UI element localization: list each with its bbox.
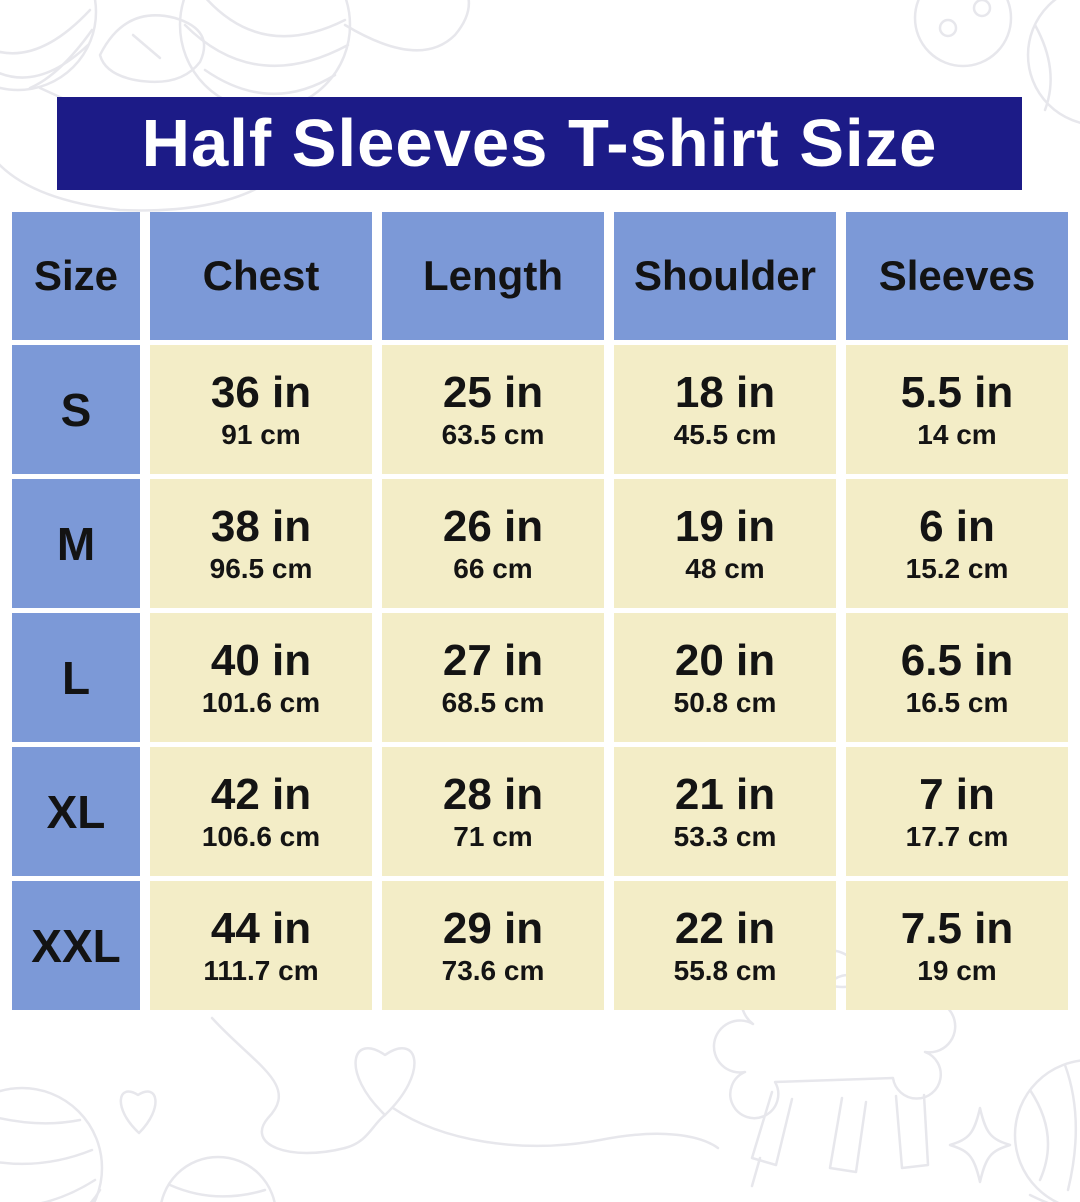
value-centimeters: 19 cm [917,954,997,986]
value-centimeters: 101.6 cm [201,686,321,718]
value-inches: 36 in [210,367,312,417]
value-centimeters: 66 cm [453,552,533,584]
yarn-ball-icon [0,1086,104,1202]
value-centimeters: 106.6 cm [201,820,321,852]
value-inches: 29 in [442,903,544,953]
cell-m-chest: 38 in 96.5 cm [150,479,372,608]
row-label-s: S [12,345,140,474]
column-header-chest: Chest [150,212,372,340]
value-centimeters: 68.5 cm [441,686,545,718]
value-inches: 7 in [919,769,995,819]
value-inches: 18 in [674,367,776,417]
yarn-ball-icon [160,1155,276,1202]
sparkle-icon [948,1106,1012,1184]
column-header-size: Size [12,212,140,340]
cell-xxl-length: 29 in 73.6 cm [382,881,604,1010]
value-inches: 28 in [442,769,544,819]
cell-m-length: 26 in 66 cm [382,479,604,608]
size-table: Size Chest Length Shoulder Sleeves S 36 … [12,212,1068,1010]
cell-s-sleeves: 5.5 in 14 cm [846,345,1068,474]
cell-xxl-chest: 44 in 111.7 cm [150,881,372,1010]
value-centimeters: 16.5 cm [905,686,1009,718]
value-inches: 5.5 in [900,367,1014,417]
value-inches: 26 in [442,501,544,551]
value-centimeters: 15.2 cm [905,552,1009,584]
value-centimeters: 14 cm [917,418,997,450]
row-label-l: L [12,613,140,742]
value-inches: 44 in [210,903,312,953]
cell-xxl-shoulder: 22 in 55.8 cm [614,881,836,1010]
heart-icon [119,1090,157,1135]
value-inches: 27 in [442,635,544,685]
button-icon [913,0,1013,68]
page-title: Half Sleeves T-shirt Size [141,106,938,181]
thread-heart-loop-icon [210,1016,720,1155]
value-inches: 38 in [210,501,312,551]
value-centimeters: 63.5 cm [441,418,545,450]
value-centimeters: 71 cm [453,820,533,852]
cell-xl-shoulder: 21 in 53.3 cm [614,747,836,876]
value-centimeters: 55.8 cm [673,954,777,986]
value-centimeters: 48 cm [685,552,765,584]
value-centimeters: 53.3 cm [673,820,777,852]
cell-m-shoulder: 19 in 48 cm [614,479,836,608]
value-inches: 7.5 in [900,903,1014,953]
cell-m-sleeves: 6 in 15.2 cm [846,479,1068,608]
value-centimeters: 111.7 cm [203,954,319,986]
cell-xl-chest: 42 in 106.6 cm [150,747,372,876]
title-banner: Half Sleeves T-shirt Size [57,97,1022,190]
value-inches: 22 in [674,903,776,953]
cell-l-length: 27 in 68.5 cm [382,613,604,742]
row-label-m: M [12,479,140,608]
value-centimeters: 91 cm [221,418,301,450]
cell-xxl-sleeves: 7.5 in 19 cm [846,881,1068,1010]
value-inches: 19 in [674,501,776,551]
yarn-ball-icon [1026,0,1080,124]
cell-xl-length: 28 in 71 cm [382,747,604,876]
yarn-ball-icon [1013,1059,1080,1202]
cell-xl-sleeves: 7 in 17.7 cm [846,747,1068,876]
value-inches: 42 in [210,769,312,819]
column-header-sleeves: Sleeves [846,212,1068,340]
cell-l-chest: 40 in 101.6 cm [150,613,372,742]
row-label-xxl: XXL [12,881,140,1010]
column-header-length: Length [382,212,604,340]
row-label-xl: XL [12,747,140,876]
value-centimeters: 96.5 cm [209,552,313,584]
value-centimeters: 17.7 cm [905,820,1009,852]
value-centimeters: 50.8 cm [673,686,777,718]
yarn-clipper-icon [98,14,206,84]
value-inches: 20 in [674,635,776,685]
value-inches: 25 in [442,367,544,417]
value-inches: 6 in [919,501,995,551]
value-inches: 21 in [674,769,776,819]
cell-l-sleeves: 6.5 in 16.5 cm [846,613,1068,742]
value-inches: 40 in [210,635,312,685]
cell-l-shoulder: 20 in 50.8 cm [614,613,836,742]
value-centimeters: 45.5 cm [673,418,777,450]
yarn-ball-icon [178,0,471,112]
cell-s-chest: 36 in 91 cm [150,345,372,474]
value-centimeters: 73.6 cm [441,954,545,986]
cell-s-length: 25 in 63.5 cm [382,345,604,474]
value-inches: 6.5 in [900,635,1014,685]
column-header-shoulder: Shoulder [614,212,836,340]
cell-s-shoulder: 18 in 45.5 cm [614,345,836,474]
